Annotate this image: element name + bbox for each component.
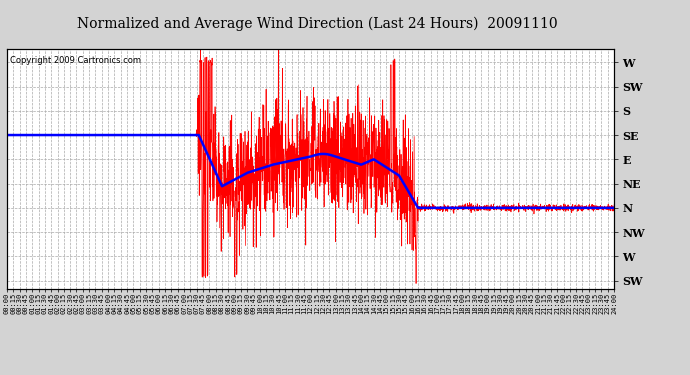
Text: Copyright 2009 Cartronics.com: Copyright 2009 Cartronics.com xyxy=(10,56,141,65)
Text: Normalized and Average Wind Direction (Last 24 Hours)  20091110: Normalized and Average Wind Direction (L… xyxy=(77,17,558,31)
